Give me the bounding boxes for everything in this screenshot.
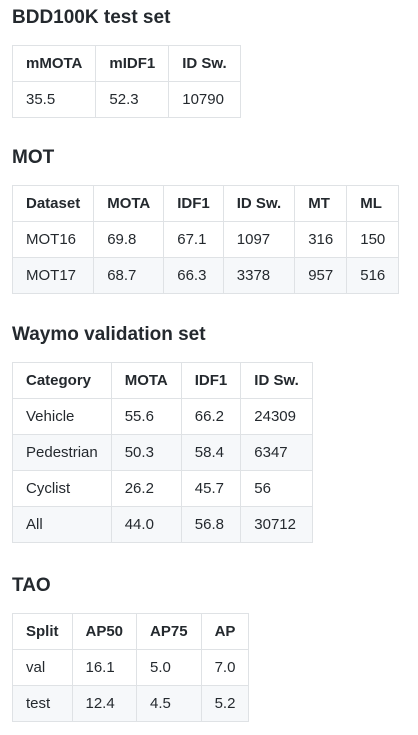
table-row: val 16.1 5.0 7.0 xyxy=(12,649,250,686)
table-cell: MOT17 xyxy=(11,257,95,294)
table-row: 35.5 52.3 10790 xyxy=(11,81,241,118)
column-header: Dataset xyxy=(11,185,95,222)
table-cell: 6347 xyxy=(240,434,313,471)
table-cell: 7.0 xyxy=(200,649,250,686)
table-cell: 316 xyxy=(294,221,348,258)
column-header: AP50 xyxy=(71,613,138,650)
table-cell: 67.1 xyxy=(163,221,224,258)
table-cell: 52.3 xyxy=(95,81,170,118)
section-title-bdd100k: BDD100K test set xyxy=(12,7,171,28)
table-cell: 26.2 xyxy=(110,470,182,507)
section-tao: TAO Split AP50 AP75 AP val 16.1 5.0 7.0 xyxy=(12,574,250,722)
table-cell: test xyxy=(12,685,73,722)
table-row: All 44.0 56.8 30712 xyxy=(12,506,313,543)
column-header: MT xyxy=(294,185,348,222)
table-cell: 45.7 xyxy=(180,470,242,507)
column-header: ID Sw. xyxy=(222,185,296,222)
table-cell: 56.8 xyxy=(180,506,242,543)
table-cell: 55.6 xyxy=(110,398,182,435)
table-cell: 150 xyxy=(346,221,400,258)
table-cell: 3378 xyxy=(222,257,296,294)
section-title-tao: TAO xyxy=(12,575,51,596)
table-cell: 35.5 xyxy=(11,81,97,118)
table-cell: 69.8 xyxy=(93,221,165,258)
table-cell: 66.3 xyxy=(163,257,224,294)
table-cell: 4.5 xyxy=(136,685,202,722)
column-header: Category xyxy=(12,362,112,399)
table-cell: All xyxy=(12,506,112,543)
column-header: mIDF1 xyxy=(95,45,170,82)
table-row: Vehicle 55.6 66.2 24309 xyxy=(12,398,313,435)
table-cell: 957 xyxy=(294,257,348,294)
table-cell: 44.0 xyxy=(110,506,182,543)
table-cell: 5.0 xyxy=(136,649,202,686)
table-header-row: Category MOTA IDF1 ID Sw. xyxy=(12,362,313,399)
table-cell: 56 xyxy=(240,470,313,507)
column-header: Split xyxy=(12,613,73,650)
table-cell: 5.2 xyxy=(200,685,250,722)
table-cell: 66.2 xyxy=(180,398,242,435)
column-header: ID Sw. xyxy=(168,45,241,82)
column-header: ML xyxy=(346,185,400,222)
table-cell: 1097 xyxy=(222,221,296,258)
table-row: Cyclist 26.2 45.7 56 xyxy=(12,470,313,507)
table-row: test 12.4 4.5 5.2 xyxy=(12,685,250,722)
column-header: MOTA xyxy=(93,185,165,222)
table-row: MOT17 68.7 66.3 3378 957 516 xyxy=(11,257,400,294)
column-header: AP xyxy=(200,613,250,650)
table-header-row: mMOTA mIDF1 ID Sw. xyxy=(11,45,241,82)
table-cell: Pedestrian xyxy=(12,434,112,471)
section-title-waymo: Waymo validation set xyxy=(12,324,206,345)
table-bdd100k: mMOTA mIDF1 ID Sw. 35.5 52.3 10790 xyxy=(11,45,241,118)
table-cell: 24309 xyxy=(240,398,313,435)
table-cell: 12.4 xyxy=(71,685,138,722)
table-cell: 30712 xyxy=(240,506,313,543)
table-cell: MOT16 xyxy=(11,221,95,258)
column-header: ID Sw. xyxy=(240,362,313,399)
table-header-row: Split AP50 AP75 AP xyxy=(12,613,250,650)
table-row: MOT16 69.8 67.1 1097 316 150 xyxy=(11,221,400,258)
table-tao: Split AP50 AP75 AP val 16.1 5.0 7.0 test… xyxy=(12,613,250,722)
column-header: mMOTA xyxy=(11,45,97,82)
table-cell: 68.7 xyxy=(93,257,165,294)
column-header: IDF1 xyxy=(180,362,242,399)
table-cell: 58.4 xyxy=(180,434,242,471)
table-header-row: Dataset MOTA IDF1 ID Sw. MT ML xyxy=(11,185,400,222)
section-title-mot: MOT xyxy=(12,147,55,168)
table-cell: Vehicle xyxy=(12,398,112,435)
table-cell: 50.3 xyxy=(110,434,182,471)
table-cell: 10790 xyxy=(168,81,241,118)
table-waymo: Category MOTA IDF1 ID Sw. Vehicle 55.6 6… xyxy=(12,362,313,543)
table-cell: val xyxy=(12,649,73,686)
table-cell: 16.1 xyxy=(71,649,138,686)
section-mot: MOT Dataset MOTA IDF1 ID Sw. MT ML MOT16… xyxy=(11,146,400,294)
section-bdd100k: BDD100K test set mMOTA mIDF1 ID Sw. 35.5… xyxy=(11,6,241,118)
column-header: MOTA xyxy=(110,362,182,399)
column-header: IDF1 xyxy=(163,185,224,222)
section-waymo: Waymo validation set Category MOTA IDF1 … xyxy=(12,323,313,543)
column-header: AP75 xyxy=(136,613,202,650)
table-row: Pedestrian 50.3 58.4 6347 xyxy=(12,434,313,471)
table-cell: 516 xyxy=(346,257,400,294)
table-cell: Cyclist xyxy=(12,470,112,507)
table-mot: Dataset MOTA IDF1 ID Sw. MT ML MOT16 69.… xyxy=(11,185,400,294)
